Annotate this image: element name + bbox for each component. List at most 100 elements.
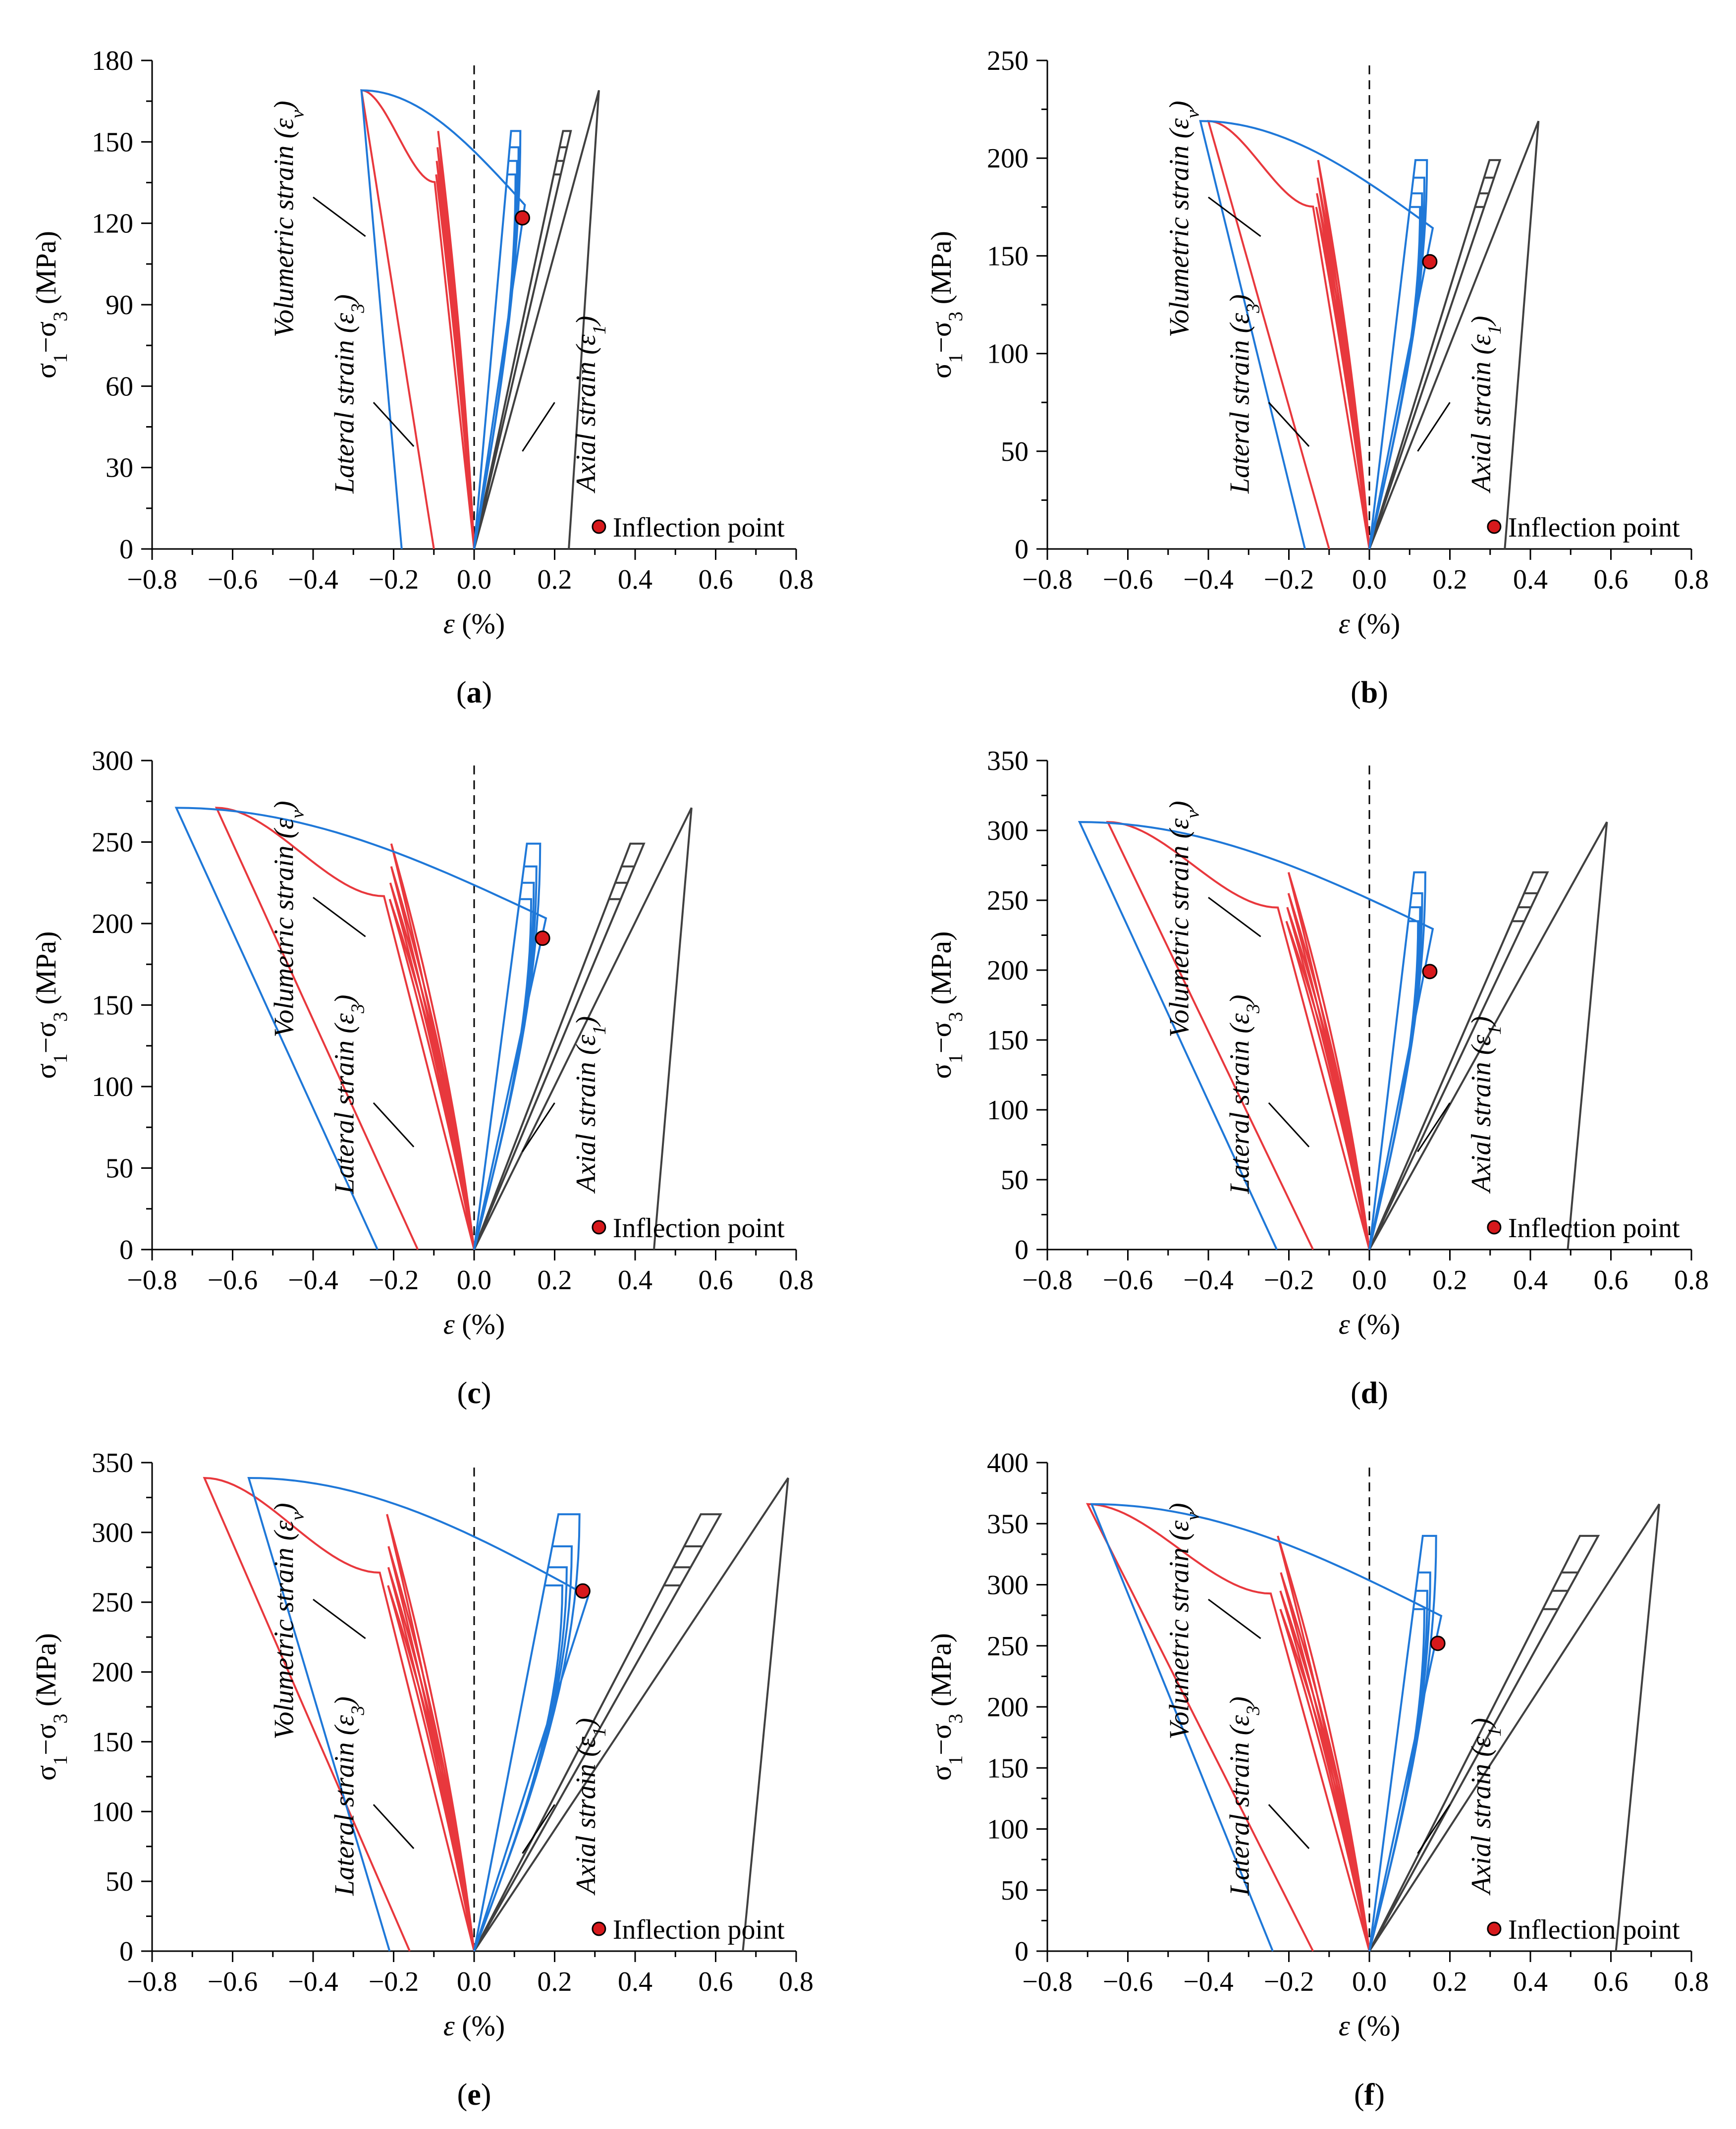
x-tick-label: 0.2: [538, 1265, 572, 1296]
volumetric-strain-curve: [1078, 821, 1434, 1250]
axial-strain-label: Axial strain (ε1​): [571, 316, 610, 493]
x-tick-label: 0.2: [538, 564, 572, 595]
y-tick-label: 0: [1015, 1936, 1029, 1967]
x-tick-label: 0.6: [699, 564, 733, 595]
x-tick-label: −0.6: [208, 1966, 258, 1997]
x-tick-label: 0.0: [1352, 564, 1387, 595]
axial-strain-curve: [1368, 1503, 1660, 1952]
x-tick-label: 0.4: [618, 1966, 652, 1997]
lateral-strain-curve: [360, 89, 475, 549]
x-tick-label: 0.0: [457, 1966, 491, 1997]
chart-panel-d: −0.8 −0.6 −0.4 −0.2 0.0 0.2 0.4 0.6 0.8 0 50 100 150…: [925, 746, 1709, 1410]
legend-label: Inflection point: [613, 1914, 785, 1945]
y-tick-label: 100: [92, 1797, 133, 1827]
y-tick-label: 350: [987, 1509, 1029, 1539]
y-tick-label: 0: [119, 1235, 133, 1265]
y-tick-label: 300: [92, 746, 133, 776]
volumetric-strain-curve: [247, 1476, 590, 1952]
volumetric-leader-line: [1208, 897, 1261, 937]
inflection-point-marker: [515, 210, 530, 226]
lateral-leader-line: [1268, 1804, 1310, 1849]
axial-strain-label: Axial strain (ε1​): [571, 1718, 610, 1896]
volumetric-strain-curve: [174, 807, 547, 1250]
legend-marker: [592, 1921, 606, 1936]
y-tick-label: 120: [92, 209, 133, 239]
x-axis-label: ε (%): [443, 2010, 505, 2042]
x-tick-label: 0.8: [1674, 564, 1709, 595]
lateral-leader-line: [1268, 402, 1310, 447]
axial-strain-curve: [1368, 821, 1608, 1250]
y-tick-label: 50: [1001, 437, 1029, 467]
y-tick-label: 60: [106, 371, 133, 402]
x-tick-label: −0.6: [1103, 564, 1153, 595]
axial-strain-curve: [473, 1477, 789, 1952]
y-axis-label: σ1​−σ3​ (MPa): [925, 931, 967, 1079]
axial-strain-curve: [1368, 120, 1540, 549]
volumetric-leader-line: [313, 897, 366, 937]
x-tick-label: 0.4: [1513, 564, 1548, 595]
x-tick-label: 0.0: [1352, 1966, 1387, 1997]
chart-panel-b: −0.8 −0.6 −0.4 −0.2 0.0 0.2 0.4 0.6 0.8 0 50 100 150…: [925, 46, 1709, 710]
y-tick-label: 300: [987, 816, 1029, 846]
axial-leader-line: [522, 1102, 555, 1152]
x-tick-label: 0.2: [538, 1966, 572, 1997]
legend-label: Inflection point: [613, 1213, 785, 1244]
x-tick-label: −0.2: [1264, 564, 1314, 595]
y-tick-label: 200: [987, 1692, 1029, 1723]
x-axis-label: ε (%): [1339, 607, 1400, 640]
x-tick-label: −0.6: [1103, 1966, 1153, 1997]
x-tick-label: −0.4: [288, 1265, 338, 1296]
volumetric-leader-line: [313, 196, 366, 237]
x-axis-label: ε (%): [443, 607, 505, 640]
lateral-strain-label: Lateral strain (ε3​): [1224, 294, 1263, 494]
x-tick-label: 0.8: [1674, 1265, 1709, 1296]
panel-caption: (f): [1354, 2078, 1385, 2112]
volumetric-strain-curve: [1090, 1503, 1443, 1952]
volumetric-strain-label: Volumetric strain (εv​): [1164, 1503, 1203, 1740]
y-tick-label: 200: [92, 909, 133, 939]
x-tick-label: −0.4: [1183, 1966, 1234, 1997]
x-tick-label: −0.6: [208, 1265, 258, 1296]
y-axis-label: σ1​−σ3​ (MPa): [30, 1633, 71, 1781]
volumetric-strain-label: Volumetric strain (εv​): [269, 1503, 308, 1740]
x-tick-label: 0.4: [1513, 1966, 1548, 1997]
x-tick-label: 0.6: [1594, 564, 1628, 595]
volumetric-leader-line: [313, 1598, 366, 1639]
legend-label: Inflection point: [1508, 1213, 1680, 1244]
axial-strain-label: Axial strain (ε1​): [1466, 316, 1505, 493]
x-tick-label: −0.2: [1264, 1966, 1314, 1997]
x-tick-label: −0.2: [1264, 1265, 1314, 1296]
x-tick-label: 0.4: [1513, 1265, 1548, 1296]
axial-leader-line: [1417, 402, 1451, 452]
x-tick-label: −0.8: [1022, 1265, 1073, 1296]
y-tick-label: 400: [987, 1448, 1029, 1478]
inflection-point-marker: [1422, 254, 1438, 270]
x-tick-label: 0.2: [1433, 1966, 1467, 1997]
chart-panel-a: −0.8 −0.6 −0.4 −0.2 0.0 0.2 0.4 0.6 0.8 0 30 60 90 12…: [30, 46, 814, 710]
y-tick-label: 50: [1001, 1165, 1029, 1196]
x-tick-label: −0.8: [1022, 1966, 1073, 1997]
lateral-strain-label: Lateral strain (ε3​): [329, 995, 368, 1195]
x-tick-label: 0.6: [699, 1966, 733, 1997]
panel-caption: (b): [1351, 676, 1388, 710]
axial-leader-line: [1417, 1102, 1451, 1152]
y-tick-label: 350: [987, 746, 1029, 776]
y-tick-label: 350: [92, 1448, 133, 1478]
volumetric-strain-curve: [360, 89, 526, 549]
y-tick-label: 250: [92, 1587, 133, 1618]
inflection-point-marker: [575, 1583, 591, 1599]
y-tick-label: 90: [106, 290, 133, 321]
inflection-point-marker: [535, 930, 550, 946]
y-tick-label: 250: [987, 46, 1029, 76]
lateral-leader-line: [373, 402, 415, 447]
y-tick-label: 150: [92, 1727, 133, 1757]
x-axis-label: ε (%): [1339, 2010, 1400, 2042]
legend-label: Inflection point: [1508, 1914, 1680, 1945]
legend-marker: [1487, 1220, 1502, 1235]
y-tick-label: 50: [1001, 1875, 1029, 1906]
x-tick-label: −0.8: [127, 564, 177, 595]
y-tick-label: 250: [987, 1631, 1029, 1662]
y-tick-label: 150: [92, 990, 133, 1021]
y-tick-label: 200: [987, 143, 1029, 174]
